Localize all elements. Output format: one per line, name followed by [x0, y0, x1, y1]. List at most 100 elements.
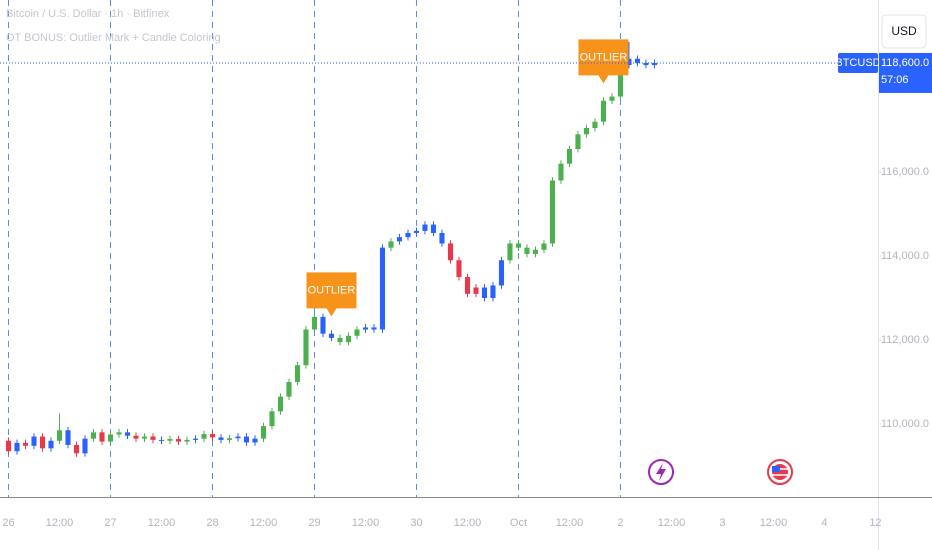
x-tick-label: 28	[206, 517, 218, 529]
candle-body	[192, 438, 199, 440]
currency-button[interactable]	[881, 14, 927, 49]
candle-body	[65, 430, 71, 445]
candle-body	[133, 435, 139, 439]
candle-body	[592, 121, 598, 129]
candle-body	[626, 58, 632, 66]
candle-body	[371, 327, 377, 330]
y-tick-label: 116,000.0	[881, 166, 929, 178]
indicator-name: OT BONUS: Outlier Mark + Candle Coloring	[6, 32, 221, 44]
x-tick-label: 12:00	[556, 517, 584, 529]
last-price-tag	[879, 52, 932, 93]
x-tick-label: 12:00	[250, 517, 278, 529]
candle-body	[226, 438, 233, 440]
candle-body	[252, 438, 258, 443]
candle-body	[269, 411, 275, 427]
candle-body	[439, 232, 445, 244]
candle-body	[379, 247, 386, 330]
x-tick-label: 29	[308, 517, 320, 529]
x-tick-label: 27	[104, 517, 116, 529]
chart-title: Bitcoin / U.S. Dollar · 1h · Bitfinex	[6, 8, 170, 20]
x-tick-label: 30	[410, 517, 422, 529]
candle-body	[490, 285, 496, 299]
candle-body	[184, 439, 190, 442]
candle-body	[5, 440, 12, 452]
x-tick-label: 26	[2, 517, 14, 529]
x-tick-label: 12:00	[658, 517, 686, 529]
outlier-label: OUTLIER	[580, 51, 628, 63]
x-tick-label: 12:00	[46, 517, 74, 529]
x-tick-label: 2	[617, 517, 623, 529]
x-tick-label: 12:00	[454, 517, 482, 529]
candle-body	[150, 436, 156, 440]
outlier-box	[578, 39, 629, 84]
candle-body	[515, 243, 522, 248]
candle-body	[311, 316, 318, 330]
candle-body	[90, 432, 97, 439]
candle-body	[464, 277, 471, 294]
candle-body	[473, 287, 479, 294]
candle-body	[617, 65, 624, 97]
candle-body	[328, 333, 335, 338]
economic-event-icon	[767, 459, 793, 485]
candle-body	[48, 440, 54, 449]
candle-body	[141, 436, 148, 439]
candle-body	[481, 287, 488, 299]
y-tick-label: 110,000.0	[881, 418, 929, 430]
x-tick-label: 12:00	[352, 517, 380, 529]
candle-body	[388, 241, 394, 248]
candle-body	[235, 436, 241, 439]
candle-body	[99, 432, 105, 442]
candle-body	[82, 438, 88, 454]
candle-body	[549, 180, 556, 244]
candle-body	[583, 128, 590, 135]
candle-body	[575, 134, 581, 150]
candle-body	[277, 396, 284, 412]
candle-body	[39, 436, 46, 449]
candle-body	[175, 439, 182, 442]
candle-body	[243, 436, 250, 443]
symbol-label: BTCUSD	[835, 57, 880, 69]
y-tick-label: 112,000.0	[881, 334, 929, 346]
candle-body	[116, 432, 122, 435]
candle-body	[73, 444, 80, 454]
candle-body	[56, 430, 63, 441]
outlier-marker: OUTLIER	[578, 39, 629, 84]
candle-body	[218, 437, 224, 440]
candle-body	[566, 149, 573, 164]
candle-body	[651, 62, 658, 66]
candle-body	[600, 100, 607, 122]
outlier-box	[306, 272, 357, 317]
candle-body	[456, 260, 462, 278]
candle-body	[422, 224, 428, 231]
candle-body	[413, 230, 420, 233]
candle-body	[532, 249, 539, 254]
candle-body	[294, 365, 301, 382]
candle-body	[354, 329, 360, 336]
candle-body	[209, 434, 216, 438]
x-tick-label: 12:00	[760, 517, 788, 529]
outlier-label: OUTLIER	[308, 284, 356, 296]
x-tick-label: Oct	[510, 517, 527, 529]
candle-body	[362, 327, 369, 330]
x-tick-label: 4	[821, 517, 827, 529]
candle-body	[31, 436, 37, 446]
candle-body	[167, 439, 173, 441]
candle-body	[524, 247, 530, 254]
y-tick-label: 114,000.0	[881, 250, 929, 262]
last-price-label: 118,600.0	[881, 57, 929, 69]
candle-body	[430, 224, 437, 233]
candle-body	[260, 426, 267, 439]
candle-body	[558, 163, 564, 181]
currency-label: USD	[891, 24, 917, 38]
candle-body	[507, 243, 513, 261]
candle-body	[158, 439, 165, 441]
candle-body	[447, 243, 454, 261]
candle-body	[643, 62, 649, 66]
candle-body	[498, 260, 505, 286]
x-tick-label: 3	[719, 517, 725, 529]
candle-body	[320, 316, 326, 334]
x-tick-label: 12:00	[148, 517, 176, 529]
candle-body	[634, 58, 641, 63]
